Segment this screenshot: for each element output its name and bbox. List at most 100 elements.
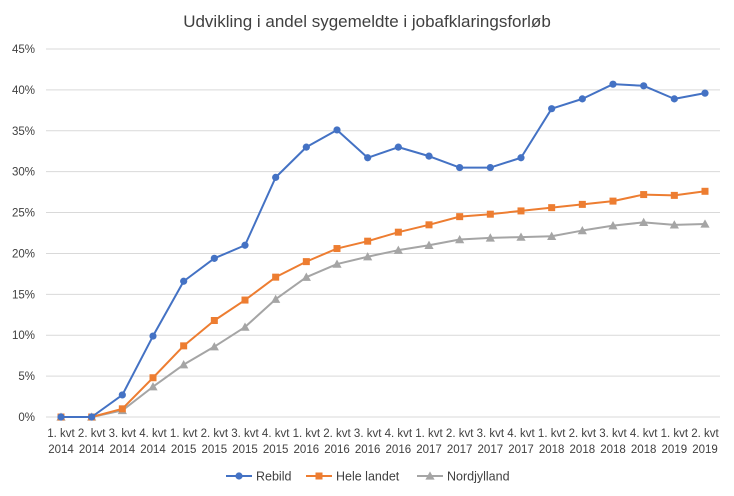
legend-item-rebild: Rebild: [226, 470, 291, 484]
legend: Rebild Hele landet Nordjylland: [226, 470, 510, 484]
y-tick-label: 15%: [12, 289, 35, 301]
x-tick-label-quarter: 4. kvt: [507, 428, 535, 440]
y-tick-label: 20%: [12, 248, 35, 260]
x-tick-label-year: 2017: [416, 444, 442, 456]
x-tick-label-year: 2014: [110, 444, 136, 456]
x-tick-label-year: 2015: [171, 444, 197, 456]
data-point-nordjylland: [547, 231, 557, 240]
data-point-hele-landet: [210, 317, 218, 325]
data-point-rebild: [88, 413, 96, 421]
y-tick-label: 30%: [12, 167, 35, 179]
legend-item-nordjylland: Nordjylland: [417, 470, 510, 484]
y-tick-label: 0%: [18, 412, 35, 424]
x-tick-label-quarter: 1. kvt: [293, 428, 321, 440]
x-tick-label-quarter: 2. kvt: [78, 428, 106, 440]
legend-swatch-marker: [235, 472, 243, 480]
data-point-nordjylland: [301, 272, 311, 281]
data-point-hele-landet: [456, 213, 464, 221]
x-tick-label-year: 2017: [447, 444, 473, 456]
x-tick-label-year: 2016: [355, 444, 381, 456]
data-point-nordjylland: [485, 233, 495, 242]
data-point-hele-landet: [302, 258, 310, 266]
x-tick-label-year: 2018: [631, 444, 657, 456]
x-tick-label-quarter: 3. kvt: [231, 428, 259, 440]
x-tick-label-quarter: 1. kvt: [661, 428, 689, 440]
x-tick-label-quarter: 2. kvt: [446, 428, 474, 440]
series-line-hele-landet: [61, 190, 706, 418]
legend-swatch-marker: [315, 472, 323, 480]
x-tick-label-year: 2017: [478, 444, 504, 456]
data-point-rebild: [394, 143, 402, 151]
data-point-rebild: [578, 95, 586, 103]
data-point-hele-landet: [548, 204, 556, 212]
data-point-nordjylland: [363, 252, 373, 261]
x-tick-label-quarter: 4. kvt: [385, 428, 413, 440]
series-hele-landet: [57, 187, 709, 421]
legend-label: Nordjylland: [447, 470, 510, 484]
gridlines: [46, 48, 720, 418]
data-point-hele-landet: [578, 200, 586, 208]
data-point-hele-landet: [670, 191, 678, 199]
x-tick-label-quarter: 3. kvt: [109, 428, 137, 440]
x-tick-label-quarter: 2. kvt: [323, 428, 351, 440]
data-point-rebild: [149, 332, 157, 340]
x-tick-label-quarter: 1. kvt: [538, 428, 566, 440]
data-point-nordjylland: [424, 240, 434, 249]
x-tick-label-year: 2016: [386, 444, 412, 456]
data-point-rebild: [609, 80, 617, 88]
data-point-rebild: [180, 277, 188, 285]
chart-title: Udvikling i andel sygemeldte i jobafklar…: [183, 12, 551, 31]
x-tick-label-year: 2019: [662, 444, 688, 456]
data-point-rebild: [333, 126, 341, 134]
data-point-rebild: [57, 413, 65, 421]
x-tick-label-year: 2017: [508, 444, 534, 456]
data-point-nordjylland: [577, 225, 587, 235]
data-point-rebild: [302, 143, 310, 151]
data-point-rebild: [272, 173, 280, 181]
data-point-nordjylland: [271, 294, 281, 303]
data-point-nordjylland: [179, 360, 189, 369]
data-point-hele-landet: [180, 342, 188, 350]
data-point-nordjylland: [639, 217, 649, 227]
data-point-nordjylland: [332, 259, 342, 268]
data-point-hele-landet: [609, 197, 617, 205]
x-tick-label-year: 2015: [232, 444, 258, 456]
series-rebild: [57, 80, 709, 421]
data-point-hele-landet: [333, 245, 341, 253]
y-tick-label: 35%: [12, 126, 35, 138]
data-point-hele-landet: [640, 191, 648, 199]
x-tick-label-quarter: 3. kvt: [477, 428, 505, 440]
data-point-nordjylland: [209, 342, 219, 351]
data-point-hele-landet: [517, 207, 525, 215]
x-tick-label-quarter: 1. kvt: [170, 428, 198, 440]
x-tick-label-quarter: 2. kvt: [201, 428, 229, 440]
data-point-hele-landet: [118, 405, 126, 413]
x-tick-label-year: 2014: [48, 444, 74, 456]
x-tick-label-year: 2014: [79, 444, 105, 456]
data-point-rebild: [241, 241, 249, 249]
data-point-hele-landet: [364, 237, 372, 245]
y-tick-label: 25%: [12, 208, 35, 220]
series-line-rebild: [61, 83, 706, 418]
data-point-rebild: [548, 105, 556, 113]
x-tick-label-quarter: 4. kvt: [262, 428, 290, 440]
y-tick-label: 5%: [18, 371, 35, 383]
data-point-hele-landet: [272, 273, 280, 281]
data-point-rebild: [701, 89, 709, 97]
data-point-nordjylland: [240, 322, 250, 331]
y-axis: 0% 5% 10% 15% 20% 25% 30% 35% 40% 45%: [12, 44, 35, 424]
x-tick-label-year: 2016: [324, 444, 350, 456]
legend-label: Hele landet: [336, 470, 400, 484]
series-line-nordjylland: [61, 221, 706, 418]
data-point-hele-landet: [149, 374, 157, 382]
data-point-nordjylland: [516, 232, 526, 241]
x-tick-label-quarter: 2. kvt: [691, 428, 719, 440]
x-tick-label-quarter: 1. kvt: [415, 428, 443, 440]
x-tick-label-year: 2014: [140, 444, 166, 456]
data-point-nordjylland: [148, 382, 158, 391]
x-tick-label-quarter: 3. kvt: [599, 428, 627, 440]
data-point-rebild: [364, 154, 372, 162]
